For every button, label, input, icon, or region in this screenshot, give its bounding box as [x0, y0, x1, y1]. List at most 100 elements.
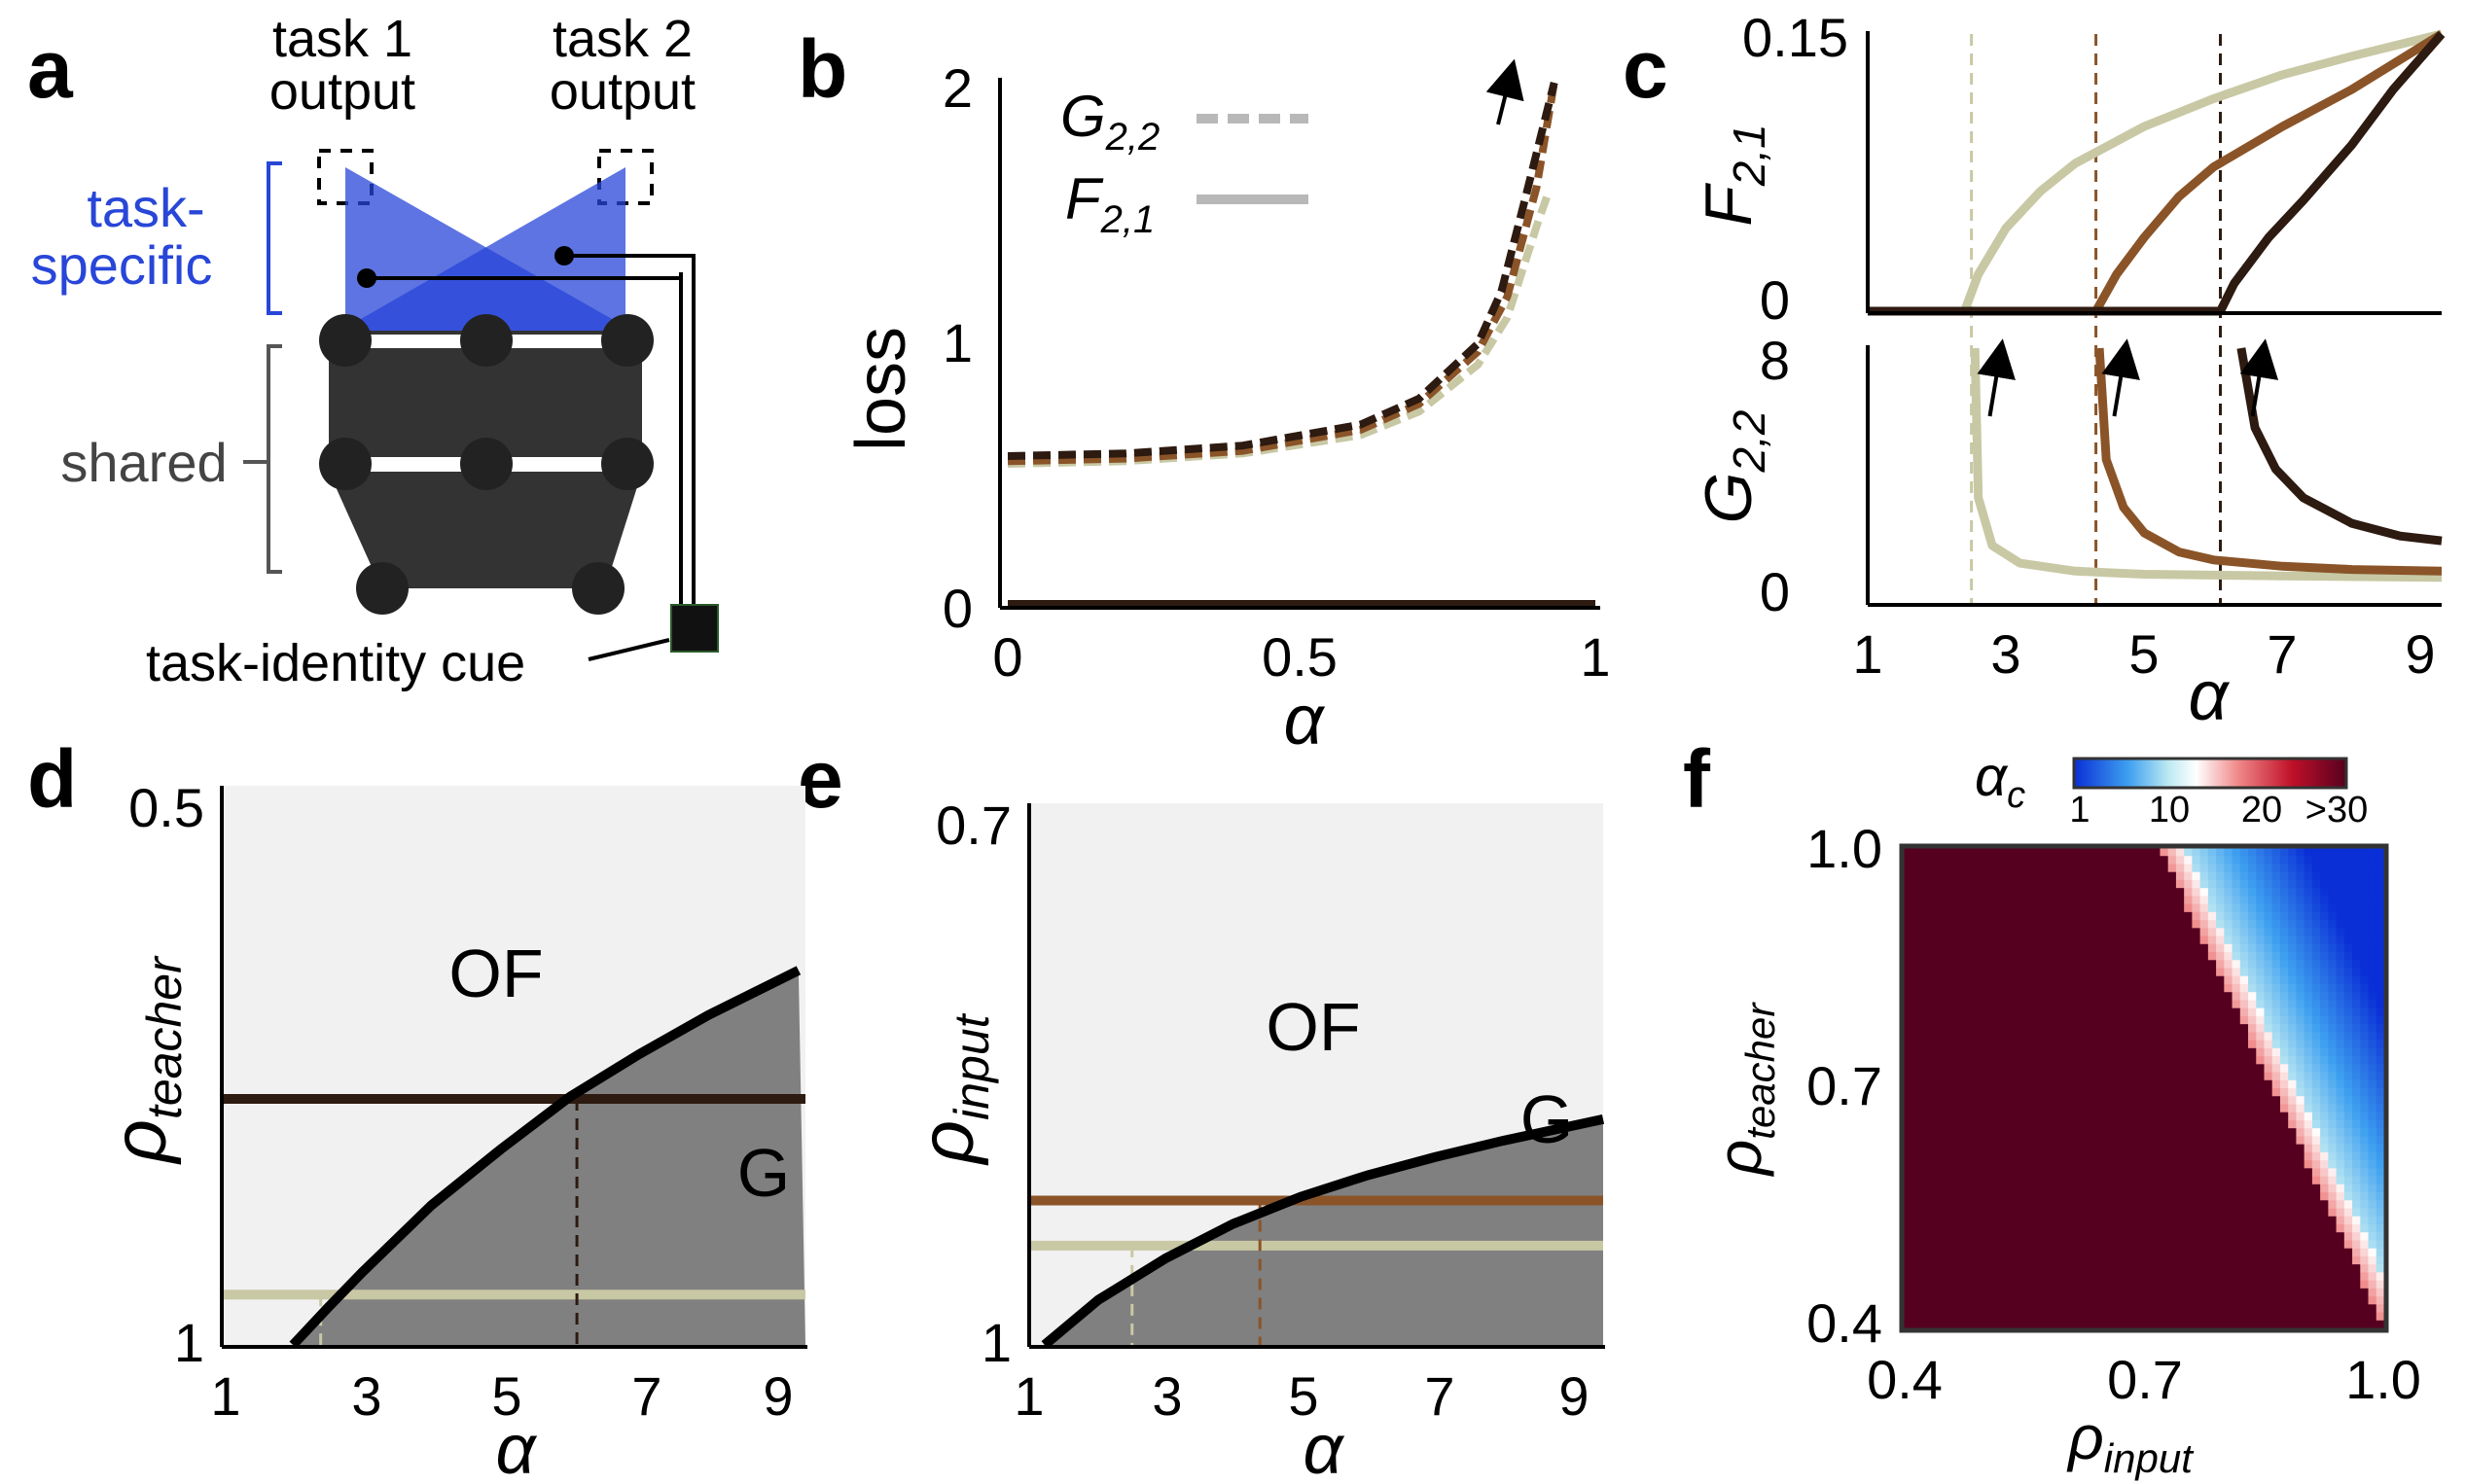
- f-heatmap-cell: [2023, 1119, 2033, 1129]
- f-heatmap-cell: [2376, 928, 2385, 937]
- f-heatmap-cell: [1935, 1136, 1945, 1146]
- f-heatmap-cell: [2039, 943, 2049, 953]
- f-heatmap-cell: [1967, 1119, 1977, 1129]
- f-heatmap-cell: [2360, 983, 2370, 993]
- f-heatmap-cell: [1919, 1007, 1929, 1017]
- f-heatmap-cell: [2264, 1047, 2273, 1057]
- f-heatmap-cell: [2352, 992, 2361, 1002]
- f-heatmap-cell: [2264, 1096, 2273, 1106]
- f-heatmap-cell: [2103, 888, 2113, 897]
- f-heatmap-cell: [1976, 1088, 1984, 1097]
- f-heatmap-cell: [2207, 1064, 2217, 1074]
- f-heatmap-cell: [2144, 960, 2153, 970]
- f-heatmap-cell: [2328, 1056, 2338, 1065]
- f-heatmap-cell: [2256, 1151, 2266, 1161]
- f-heatmap-cell: [2216, 1216, 2225, 1225]
- f-heatmap-cell: [1951, 1223, 1961, 1233]
- f-heatmap-cell: [2088, 1079, 2097, 1089]
- f-heatmap-cell: [2071, 1200, 2081, 1210]
- f-heatmap-cell: [1983, 1119, 1993, 1129]
- f-heatmap-cell: [2184, 1184, 2193, 1193]
- f-heatmap-cell: [2103, 1304, 2113, 1314]
- f-heatmap-cell: [2232, 1223, 2241, 1233]
- f-heatmap-cell: [1991, 1088, 2001, 1097]
- f-heatmap-cell: [1927, 1040, 1937, 1049]
- f-heatmap-cell: [2127, 1128, 2137, 1137]
- f-heatmap-cell: [2016, 1296, 2025, 1305]
- f-heatmap-cell: [2135, 903, 2145, 913]
- f-heatmap-cell: [1999, 1007, 2009, 1017]
- f-heatmap-cell: [2248, 1232, 2257, 1242]
- f-heatmap-cell: [2360, 1024, 2370, 1033]
- f-heatmap-cell: [1919, 1032, 1929, 1042]
- f-heatmap-cell: [1999, 1128, 2009, 1137]
- f-heatmap-cell: [2167, 1272, 2177, 1282]
- f-heatmap-cell: [2336, 1056, 2345, 1065]
- f-heatmap-cell: [1999, 1232, 2009, 1242]
- f-heatmap-cell: [2248, 1104, 2257, 1113]
- f-heatmap-cell: [2039, 928, 2049, 937]
- f-heatmap-cell: [2376, 896, 2385, 905]
- f-heatmap-cell: [1976, 1047, 1984, 1057]
- f-heatmap-cell: [1951, 911, 1961, 921]
- f-heatmap-cell: [1935, 1112, 1945, 1121]
- f-heatmap-cell: [1951, 864, 1961, 873]
- f-heatmap-cell: [2095, 1248, 2105, 1257]
- f-heatmap-cell: [2336, 1104, 2345, 1113]
- network-schematic: task 1 output task 2 output: [31, 10, 719, 692]
- f-heatmap-cell: [2160, 952, 2169, 961]
- f-heatmap-cell: [2264, 1104, 2273, 1113]
- f-heatmap-cell: [2368, 1240, 2377, 1250]
- f-heatmap-cell: [2288, 1255, 2298, 1265]
- f-heatmap-cell: [2352, 1007, 2361, 1017]
- f-heatmap-cell: [2023, 1280, 2033, 1290]
- f-heatmap-cell: [2055, 1223, 2065, 1233]
- f-heatmap-cell: [2271, 848, 2281, 857]
- f-heatmap-cell: [2311, 896, 2321, 905]
- f-heatmap-cell: [2232, 1079, 2241, 1089]
- f-heatmap-cell: [2152, 952, 2161, 961]
- f-heatmap-cell: [2336, 1304, 2345, 1314]
- f-heatmap-cell: [2320, 1056, 2329, 1065]
- f-heatmap-cell: [1967, 983, 1977, 993]
- f-heatmap-cell: [2239, 1072, 2249, 1081]
- f-heatmap-cell: [2279, 1112, 2289, 1121]
- f-heatmap-cell: [2296, 1304, 2305, 1314]
- f-heatmap-cell: [1911, 1232, 1921, 1242]
- cue-pointer: [588, 638, 670, 661]
- f-heatmap-cell: [2071, 1112, 2081, 1121]
- f-heatmap-cell: [2224, 1208, 2233, 1218]
- f-heatmap-cell: [2232, 975, 2241, 985]
- f-heatmap-cell: [2192, 1280, 2201, 1290]
- f-heatmap-cell: [1983, 1056, 1993, 1065]
- f-heatmap-cell: [2368, 1272, 2377, 1282]
- f-heatmap-cell: [2152, 1047, 2161, 1057]
- f-heatmap-cell: [1935, 1304, 1945, 1314]
- f-heatmap-cell: [2112, 1000, 2121, 1009]
- f-heatmap-cell: [1959, 1096, 1969, 1106]
- f-heatmap-cell: [1999, 1168, 2009, 1178]
- f-heatmap-cell: [2095, 1079, 2105, 1089]
- f-heatmap-cell: [2216, 1160, 2225, 1169]
- f-heatmap-cell: [1983, 1184, 1993, 1193]
- f-heatmap-cell: [1911, 1000, 1921, 1009]
- f-heatmap-cell: [2320, 983, 2329, 993]
- f-heatmap-cell: [2152, 1072, 2161, 1081]
- f-heatmap-cell: [1999, 952, 2009, 961]
- f-heatmap-cell: [1999, 1151, 2009, 1161]
- f-heatmap-cell: [2120, 1312, 2129, 1322]
- f-heatmap-cell: [1944, 1128, 1952, 1137]
- f-heatmap-cell: [1999, 1288, 2009, 1297]
- f-heatmap-cell: [1919, 1136, 1929, 1146]
- f-heatmap-cell: [2008, 1200, 2017, 1210]
- f-heatmap-cell: [1944, 1032, 1952, 1042]
- f-heatmap-cell: [2224, 896, 2233, 905]
- f-heatmap-cell: [1976, 1296, 1984, 1305]
- f-heatmap-cell: [2256, 903, 2266, 913]
- f-heatmap-cell: [1999, 992, 2009, 1002]
- f-heatmap-cell: [2016, 1223, 2025, 1233]
- f-heatmap-cell: [2279, 1056, 2289, 1065]
- f-heatmap-cell: [2352, 1208, 2361, 1218]
- f-heatmap-cell: [1935, 1272, 1945, 1282]
- c-xtick-label: 3: [1990, 623, 2020, 685]
